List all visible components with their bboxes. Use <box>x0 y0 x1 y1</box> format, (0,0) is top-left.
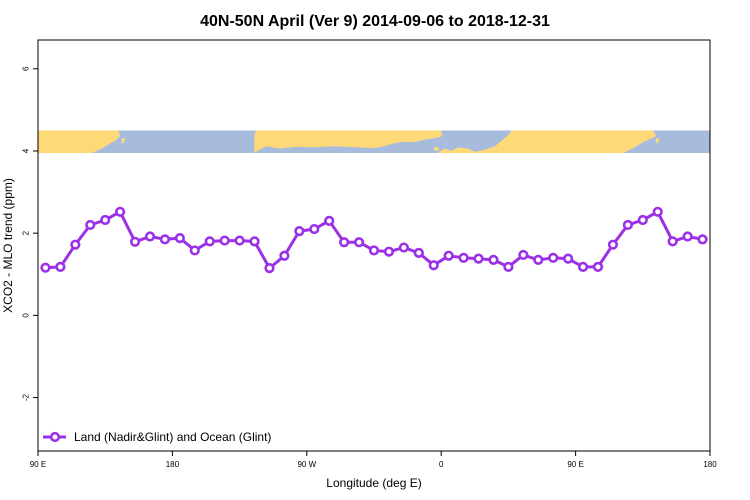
data-point <box>622 219 633 231</box>
data-point <box>115 206 126 217</box>
data-point <box>368 245 380 256</box>
data-point <box>637 214 648 226</box>
data-point <box>85 219 96 231</box>
data-point <box>428 260 439 271</box>
x-axis-label: Longitude (deg E) <box>326 476 421 490</box>
series-line-0 <box>45 210 703 270</box>
data-point <box>667 236 678 247</box>
data-point <box>279 250 290 261</box>
data-point <box>607 239 619 250</box>
data-point <box>533 254 544 265</box>
data-point <box>592 261 604 272</box>
data-point <box>189 245 200 256</box>
data-point <box>159 234 171 245</box>
data-point <box>129 236 141 247</box>
y-tick-label-0: -2 <box>22 393 31 401</box>
data-point <box>204 236 215 247</box>
data-point <box>324 215 335 226</box>
data-point <box>234 235 245 246</box>
x-tick-label-1: 180 <box>166 460 180 469</box>
x-axis: 90 E 180 90 W 0 90 E 180 <box>30 451 717 469</box>
data-point <box>697 234 708 245</box>
data-point <box>55 261 66 272</box>
data-point <box>488 254 499 265</box>
data-point <box>294 226 305 237</box>
y-tick-label-3: 4 <box>22 148 31 153</box>
data-point <box>353 237 365 248</box>
data-point <box>249 236 260 247</box>
legend: Land (Nadir&Glint) and Ocean (Glint) <box>43 430 271 444</box>
data-point <box>70 239 81 250</box>
data-point <box>443 250 454 261</box>
data-point <box>563 253 574 264</box>
x-tick-label-2: 90 W <box>297 460 316 469</box>
data-point <box>652 206 663 217</box>
x-tick-label-5: 180 <box>703 460 717 469</box>
y-axis: -2 0 2 4 6 <box>22 66 38 401</box>
data-point <box>458 252 469 263</box>
data-point <box>100 214 111 226</box>
data-point <box>339 237 350 248</box>
data-point <box>577 261 589 272</box>
y-tick-label-2: 2 <box>22 230 31 235</box>
y-axis-label: XCO2 - MLO trend (ppm) <box>1 178 15 313</box>
x-tick-label-4: 90 E <box>567 460 583 469</box>
legend-swatch-marker <box>49 431 61 443</box>
data-point <box>264 263 275 274</box>
world-map-strip <box>38 130 710 154</box>
data-point <box>682 231 693 242</box>
data-point <box>398 242 409 253</box>
data-point <box>40 262 51 273</box>
legend-label: Land (Nadir&Glint) and Ocean (Glint) <box>74 430 271 444</box>
data-point <box>144 231 156 242</box>
plot-frame <box>37 39 711 452</box>
data-point <box>413 247 424 258</box>
data-point <box>219 235 230 246</box>
x-tick-label-0: 90 E <box>30 460 46 469</box>
data-point <box>548 252 559 263</box>
data-point <box>174 233 185 244</box>
data-point <box>309 223 320 235</box>
y-tick-label-1: 0 <box>22 313 31 318</box>
data-point <box>473 253 484 264</box>
data-point <box>383 246 395 257</box>
y-tick-label-4: 6 <box>22 66 31 71</box>
x-tick-label-3: 0 <box>439 460 444 469</box>
data-point <box>518 249 529 261</box>
chart-title: 40N-50N April (Ver 9) 2014-09-06 to 2018… <box>200 13 550 30</box>
data-point <box>503 261 514 272</box>
series-layer <box>40 206 708 274</box>
